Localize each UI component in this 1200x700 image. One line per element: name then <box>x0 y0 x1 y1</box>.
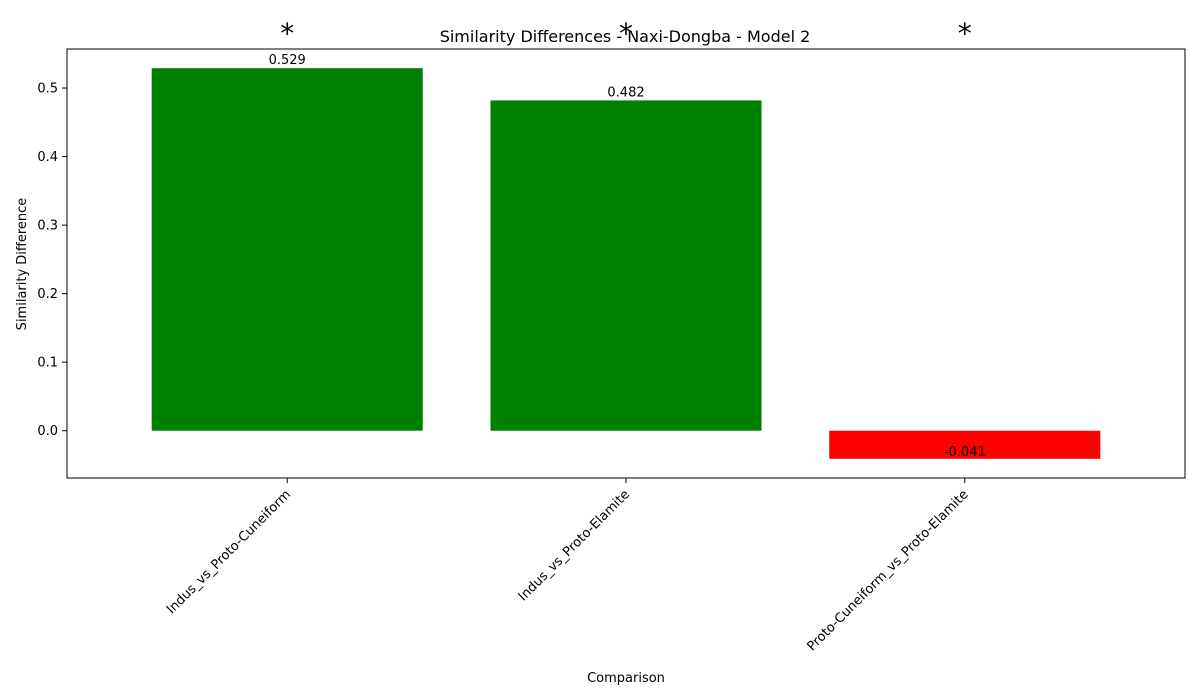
y-tick-label: 0.1 <box>37 356 58 371</box>
y-tick-label: 0.3 <box>37 219 58 234</box>
bar-value-label: 0.482 <box>607 85 644 100</box>
y-tick-label: 0.2 <box>37 287 58 302</box>
significance-marker: * <box>619 17 633 50</box>
x-tick-label: Indus_vs_Proto-Elamite <box>516 487 633 604</box>
significance-marker: * <box>958 17 972 50</box>
y-tick-label: 0.4 <box>37 150 58 165</box>
y-axis-label: Similarity Difference <box>15 198 30 331</box>
bar <box>829 430 1101 459</box>
bar-value-label: 0.529 <box>269 53 306 68</box>
chart-marks: 0.0 0.1 0.2 0.3 0.4 0.5 0.529 * Indus_vs_Proto-C… <box>37 17 1101 654</box>
x-tick-label: Indus_vs_Proto-Cuneiform <box>164 487 294 617</box>
x-axis-label: Comparison <box>587 671 665 686</box>
bar-value-label: -0.041 <box>944 445 986 460</box>
x-tick-label: Proto-Cuneiform_vs_Proto-Elamite <box>805 487 972 654</box>
bar <box>490 100 762 431</box>
chart-title: Similarity Differences - Naxi-Dongba - M… <box>440 27 811 46</box>
y-tick-label: 0.0 <box>37 424 58 439</box>
plot-frame <box>66 48 1186 479</box>
bar <box>151 68 423 431</box>
y-tick-label: 0.5 <box>37 82 58 97</box>
significance-marker: * <box>280 17 294 50</box>
